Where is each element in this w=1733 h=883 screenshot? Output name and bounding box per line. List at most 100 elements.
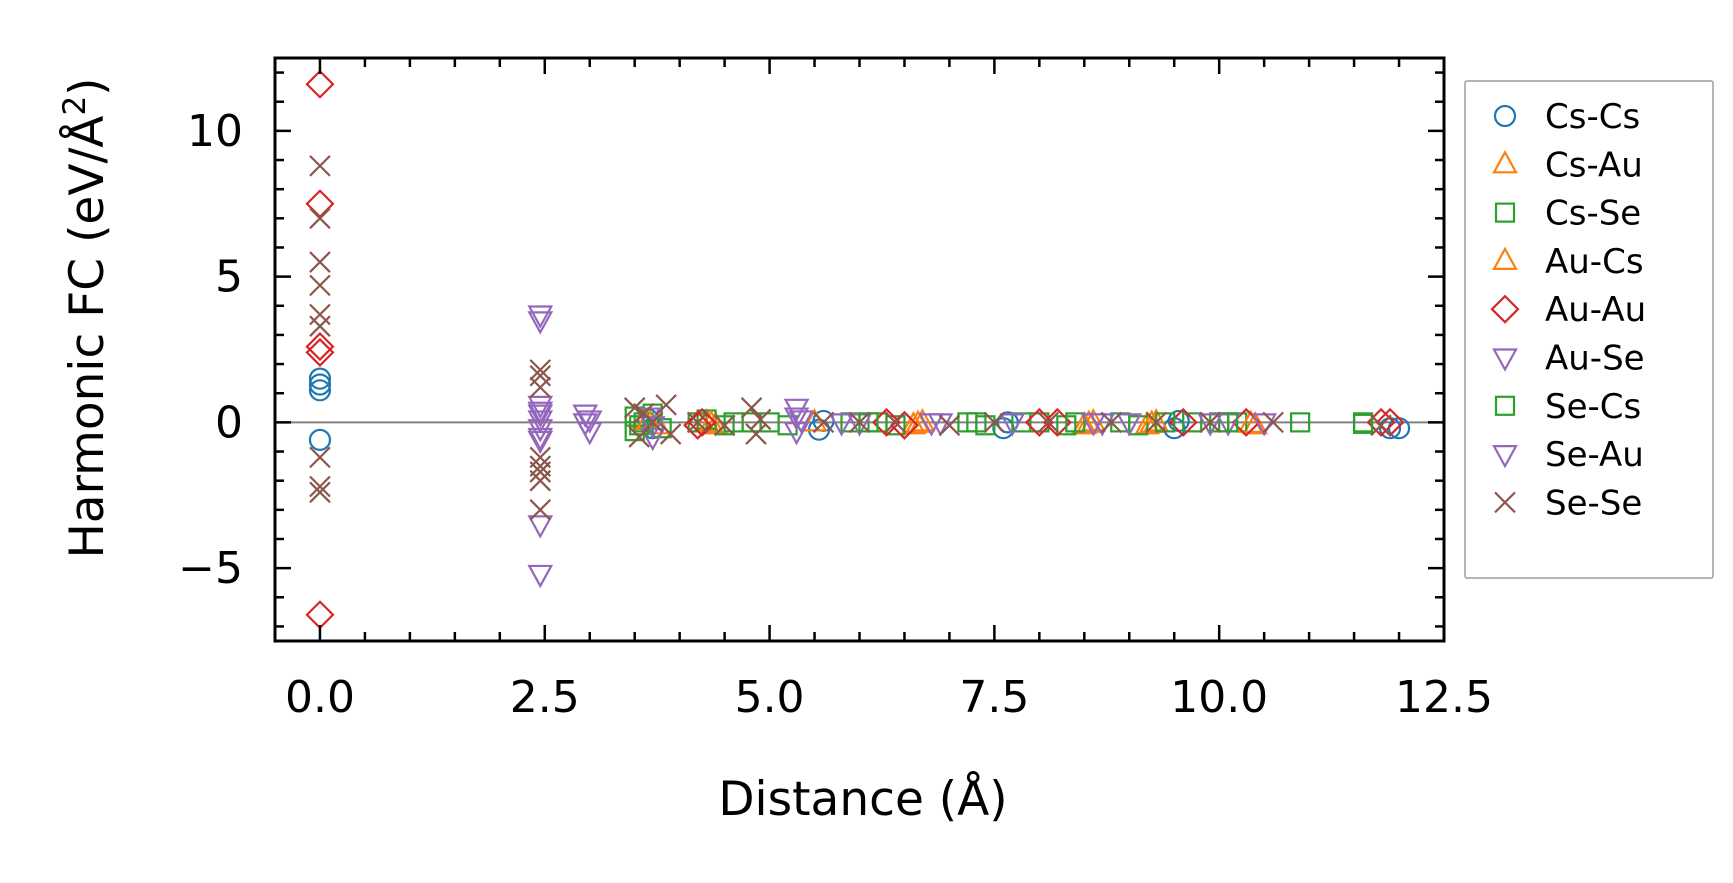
legend-label: Cs-Au xyxy=(1545,145,1643,185)
legend-entry-au-se: Au-Se xyxy=(1492,339,1645,379)
data-point-cs-au xyxy=(909,408,936,432)
data-point-se-se xyxy=(529,376,552,399)
plot-frame xyxy=(273,56,1446,643)
x-tick-label: 5.0 xyxy=(735,672,805,723)
data-point-cs-au xyxy=(1080,408,1107,432)
data-points xyxy=(305,69,1411,630)
data-point-se-se xyxy=(713,414,736,437)
data-point-se-se xyxy=(529,499,552,521)
data-point-cs-cs xyxy=(308,428,332,451)
data-point-se-au xyxy=(1197,413,1224,437)
data-point-se-se xyxy=(309,274,331,297)
data-point-se-se xyxy=(1199,411,1221,434)
data-point-se-se xyxy=(309,303,331,326)
data-point-se-cs xyxy=(966,412,987,433)
data-point-au-au xyxy=(305,332,335,362)
data-point-se-se xyxy=(309,475,331,498)
data-point-se-se xyxy=(1370,414,1392,437)
x-tick-label: 0.0 xyxy=(285,672,355,723)
data-point-au-se xyxy=(527,564,554,589)
data-point-se-au xyxy=(918,413,945,437)
x-tick-label: 2.5 xyxy=(510,672,580,723)
data-point-se-au xyxy=(828,413,855,437)
legend-entry-cs-cs: Cs-Cs xyxy=(1493,97,1640,137)
legend-marker xyxy=(1493,104,1517,128)
y-tick-label: 10 xyxy=(187,106,243,157)
series-au-se xyxy=(527,305,1278,589)
data-point-au-se xyxy=(788,410,814,434)
data-point-cs-se xyxy=(1290,412,1311,433)
data-point-se-se xyxy=(740,397,763,419)
data-point-se-cs xyxy=(1065,412,1086,433)
data-point-cs-cs xyxy=(308,367,332,390)
data-point-se-cs xyxy=(1352,413,1374,434)
data-point-se-se xyxy=(309,207,331,230)
data-point-se-au xyxy=(783,407,810,431)
data-point-au-au xyxy=(305,600,335,630)
data-point-au-au xyxy=(305,189,335,219)
y-tick-label: 5 xyxy=(215,252,243,303)
data-point-au-se xyxy=(527,515,554,539)
data-point-se-se xyxy=(884,411,907,434)
data-point-cs-se xyxy=(885,415,906,436)
legend-marker xyxy=(1492,348,1518,372)
legend-label: Se-Se xyxy=(1545,483,1642,523)
data-point-se-se xyxy=(655,394,677,416)
data-point-au-se xyxy=(527,401,554,425)
legend-marker xyxy=(1494,202,1516,223)
x-axis-title: Distance (Å) xyxy=(718,772,1007,827)
data-point-se-au xyxy=(527,404,554,428)
y-tick-label: −5 xyxy=(178,543,243,594)
data-point-au-se xyxy=(527,395,554,420)
y-axis-title-main: Harmonic FC (eV/Å xyxy=(60,116,115,559)
data-point-se-se xyxy=(983,411,1006,434)
data-point-cs-au xyxy=(1242,411,1269,435)
data-point-cs-au xyxy=(900,411,927,435)
data-point-se-se xyxy=(309,446,331,469)
y-tick-label: 0 xyxy=(215,397,243,448)
legend-marker xyxy=(1492,246,1518,270)
x-tick-label: 7.5 xyxy=(959,672,1029,723)
legend-label: Au-Se xyxy=(1545,339,1645,379)
data-point-se-se xyxy=(659,423,682,445)
legend-entry-au-cs: Au-Cs xyxy=(1492,242,1644,282)
legend-label: Au-Au xyxy=(1545,290,1646,330)
tick-labels: 0.0 2.5 5.0 7.5 10.0 12.5 −5 0 5 10 xyxy=(178,106,1493,723)
data-point-au-se xyxy=(999,413,1026,437)
legend-box xyxy=(1464,80,1714,579)
legend-marker xyxy=(1494,395,1516,416)
data-point-au-se xyxy=(527,410,554,434)
legend-label: Se-Au xyxy=(1545,435,1644,475)
legend-entry-cs-au: Cs-Au xyxy=(1492,145,1643,185)
data-point-se-se xyxy=(309,155,331,177)
data-point-se-se xyxy=(309,481,331,504)
legend-entry-se-se: Se-Se xyxy=(1494,483,1642,523)
data-point-au-se xyxy=(572,404,599,428)
legend: Cs-Cs Cs-Au Cs-Se Au-Cs Au-Au Au-Se Se-Cs Se-Au… xyxy=(1464,80,1714,579)
data-point-se-se xyxy=(529,364,552,387)
data-point-au-au xyxy=(305,69,335,99)
legend-entry-au-au: Au-Au xyxy=(1490,290,1646,330)
data-point-cs-se xyxy=(1182,412,1203,433)
data-point-se-se xyxy=(812,411,835,434)
data-point-cs-cs xyxy=(308,379,332,402)
data-point-se-se xyxy=(745,423,767,445)
data-point-se-se xyxy=(309,251,331,273)
legend-entry-se-au: Se-Au xyxy=(1492,435,1644,475)
data-point-au-se xyxy=(1116,413,1143,437)
series-au-au xyxy=(305,69,1405,630)
data-point-au-se xyxy=(527,427,554,452)
axis-ticks xyxy=(273,58,1446,641)
y-axis-title: Harmonic FC (eV/Å2) xyxy=(57,77,115,558)
data-point-se-se xyxy=(749,408,772,431)
data-point-se-se xyxy=(686,411,709,434)
data-point-se-se xyxy=(1262,411,1284,434)
data-point-se-cs xyxy=(1218,412,1239,433)
legend-label: Cs-Se xyxy=(1545,194,1641,234)
x-tick-label: 12.5 xyxy=(1395,672,1493,723)
y-axis-title-close: ) xyxy=(60,77,115,95)
data-point-au-se xyxy=(639,427,666,452)
legend-marker xyxy=(1492,445,1518,469)
data-point-au-se xyxy=(783,398,810,423)
